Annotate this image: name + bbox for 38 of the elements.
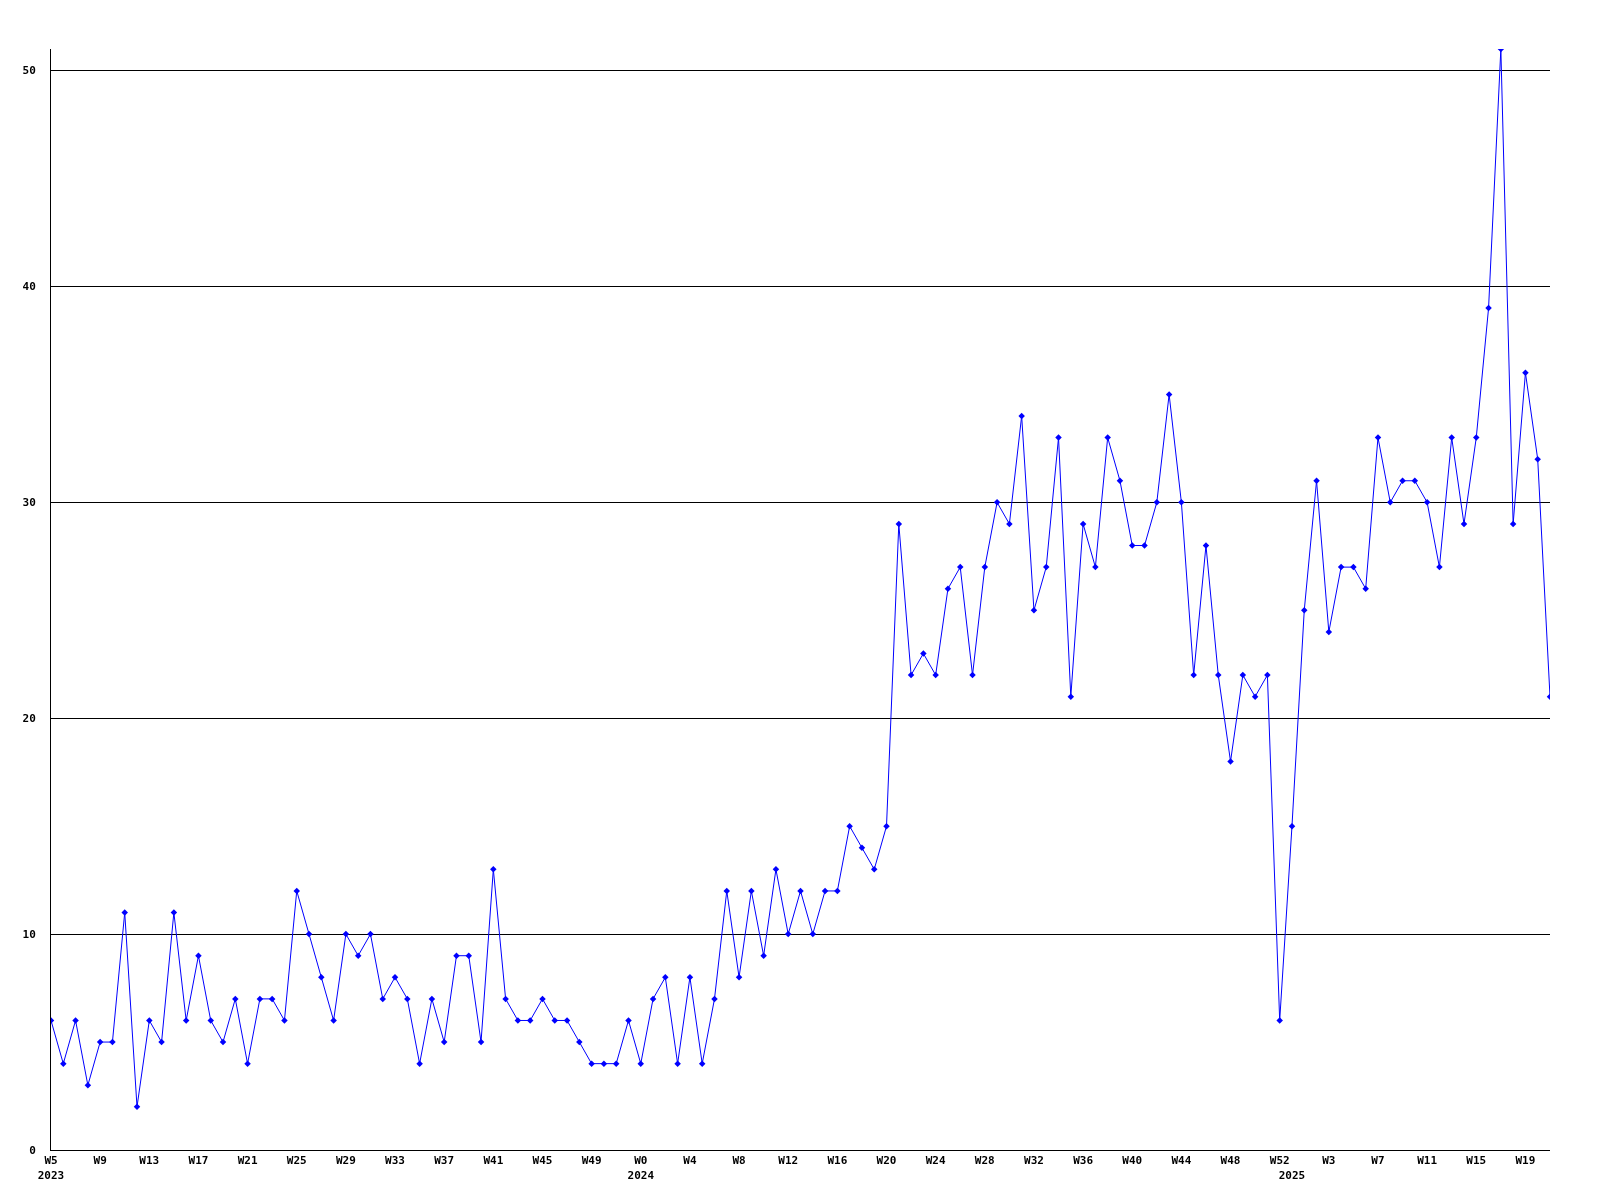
x-tick-label: W16 — [827, 1154, 848, 1168]
x-tick-label: W20 — [876, 1154, 897, 1168]
x-tick-label: W5 2023 — [37, 1154, 65, 1182]
x-tick-label: W28 — [974, 1154, 995, 1168]
y-tick-label: 20 — [22, 712, 36, 726]
x-tick-label: W49 — [581, 1154, 602, 1168]
x-tick-label: W11 — [1417, 1154, 1438, 1168]
x-tick-label: W3 — [1322, 1154, 1336, 1168]
x-tick-label: W19 — [1515, 1154, 1536, 1168]
x-tick-label: W29 — [335, 1154, 356, 1168]
x-tick-label: W25 — [286, 1154, 307, 1168]
x-tick-label: W36 — [1073, 1154, 1094, 1168]
x-tick-label: W4 — [683, 1154, 697, 1168]
y-tick-label: 30 — [22, 496, 36, 510]
x-tick-label: W15 — [1466, 1154, 1487, 1168]
x-tick-label: W8 — [732, 1154, 746, 1168]
x-tick-label: W17 — [188, 1154, 209, 1168]
x-tick-label: 2025 — [1278, 1168, 1306, 1182]
x-tick-label: W12 — [778, 1154, 799, 1168]
x-tick-label: W44 — [1171, 1154, 1192, 1168]
x-tick-label: W24 — [925, 1154, 946, 1168]
y-tick-label: 50 — [22, 64, 36, 78]
x-tick-label: W40 — [1122, 1154, 1143, 1168]
x-tick-label: W48 — [1220, 1154, 1241, 1168]
y-tick-label: 40 — [22, 280, 36, 294]
x-tick-label: W33 — [385, 1154, 405, 1168]
y-tick-label: 10 — [22, 927, 36, 941]
x-tick-label: W9 — [93, 1154, 107, 1168]
x-tick-label: W32 — [1024, 1154, 1044, 1168]
x-tick-label: W52 — [1269, 1154, 1290, 1168]
x-tick-label: W0 2024 — [627, 1154, 655, 1182]
y-tick-label: 0 — [29, 1143, 36, 1157]
x-tick-label: W13 — [139, 1154, 160, 1168]
x-tick-label: W45 — [532, 1154, 553, 1168]
x-tick-label: W7 — [1371, 1154, 1385, 1168]
x-tick-label: W41 — [483, 1154, 504, 1168]
x-tick-label: W21 — [237, 1154, 258, 1168]
x-tick-label: W37 — [434, 1154, 455, 1168]
